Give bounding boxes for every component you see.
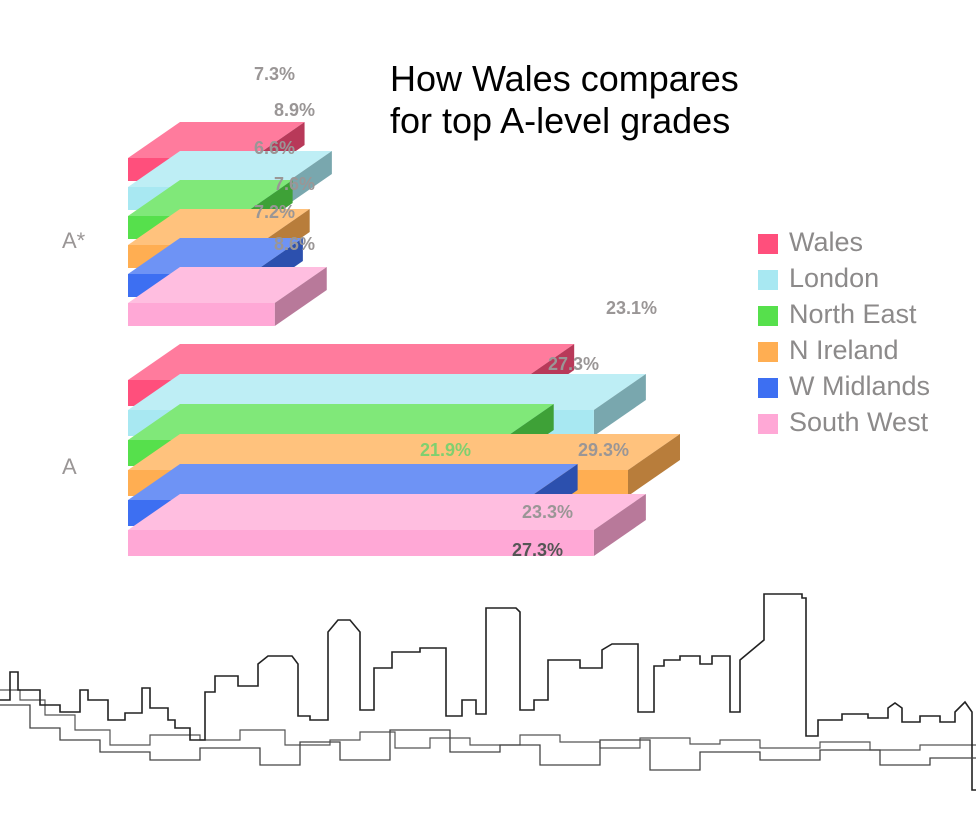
legend-swatch-south-west (758, 414, 778, 434)
legend-swatch-london (758, 270, 778, 290)
legend-label-wales: Wales (789, 227, 864, 257)
value-label-a-london: 27.3% (548, 354, 599, 374)
category-label-a: A (62, 454, 77, 479)
legend-swatch-wales (758, 234, 778, 254)
skyline-back-outline (0, 689, 976, 751)
value-label-a-north-east: 21.9% (420, 440, 471, 460)
value-label-a-south-west: 27.3% (512, 540, 563, 560)
chart-title: How Wales compares for top A-level grade… (390, 58, 950, 142)
bars-layer (128, 122, 680, 556)
value-label-a-wales: 23.1% (606, 298, 657, 318)
legend-label-w-midlands: W Midlands (789, 371, 931, 401)
skyline-front-outline (0, 593, 976, 791)
value-label-a-star-w-midlands: 7.2% (254, 202, 295, 222)
legend-label-south-west: South West (789, 407, 929, 437)
value-label-a-n-ireland: 29.3% (578, 440, 629, 460)
legend-swatch-n-ireland (758, 342, 778, 362)
legend-label-london: London (789, 263, 880, 293)
bar-a-south-west (128, 494, 646, 556)
legend-swatch-north-east (758, 306, 778, 326)
category-label-a-star: A* (62, 228, 86, 253)
labels-layer: A* 7.3% 8.9% 6.6% 7.6% 7.2% 8.6% A 23.1% 27.3% 21.… (62, 64, 657, 560)
value-label-a-star-wales: 7.3% (254, 64, 295, 84)
value-label-a-star-north-east: 6.6% (254, 138, 295, 158)
legend-label-n-ireland: N Ireland (789, 335, 899, 365)
skyline-decoration (0, 593, 976, 791)
legend-swatch-w-midlands (758, 378, 778, 398)
title-line-2: for top A-level grades (390, 100, 731, 141)
value-label-a-w-midlands: 23.3% (522, 502, 573, 522)
title-line-1: How Wales compares (390, 58, 739, 99)
skyline-base-outline (0, 704, 976, 771)
bar-a-star-south-west (128, 267, 327, 326)
value-label-a-star-n-ireland: 7.6% (274, 174, 315, 194)
value-label-a-star-south-west: 8.6% (274, 234, 315, 254)
legend-label-north-east: North East (789, 299, 917, 329)
value-label-a-star-london: 8.9% (274, 100, 315, 120)
